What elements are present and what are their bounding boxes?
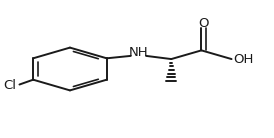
Text: NH: NH — [129, 46, 148, 59]
Text: OH: OH — [233, 53, 253, 66]
Text: O: O — [198, 17, 209, 30]
Text: Cl: Cl — [4, 79, 17, 92]
